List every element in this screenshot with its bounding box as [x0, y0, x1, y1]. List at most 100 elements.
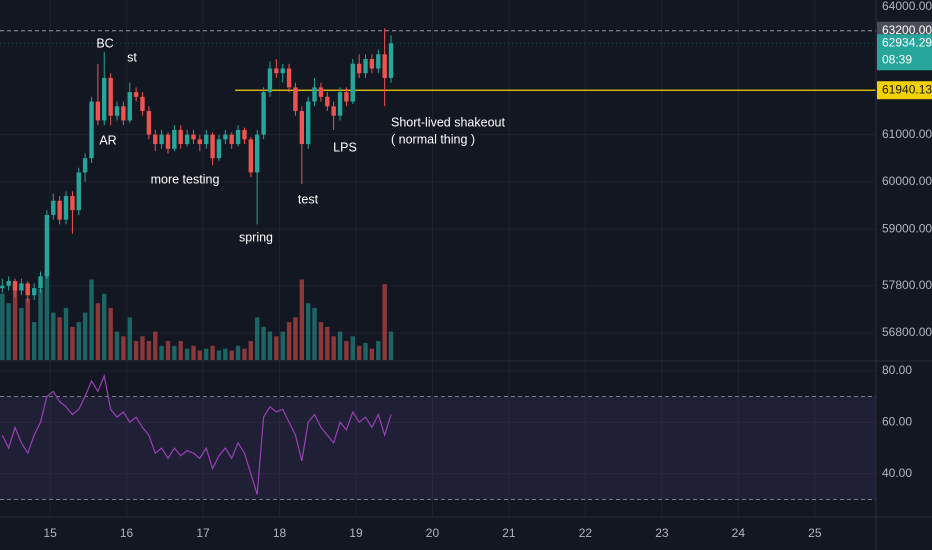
- rsi-band: [0, 396, 876, 500]
- candle-body: [108, 77, 113, 116]
- y-tick-label: 61000.00: [882, 127, 932, 141]
- volume-bar: [70, 326, 75, 360]
- candle-body: [248, 139, 254, 173]
- candle-body: [127, 92, 132, 121]
- candle-body: [261, 92, 266, 135]
- candle-body: [280, 68, 285, 74]
- x-tick-label: 15: [43, 526, 57, 540]
- volume-bar: [31, 322, 37, 360]
- volume-bar: [363, 342, 368, 360]
- last-price-label: 62934.29: [882, 35, 932, 49]
- candle-body: [121, 106, 126, 121]
- candle-body: [95, 101, 101, 121]
- volume-bar: [293, 317, 298, 360]
- candle-body: [89, 101, 94, 159]
- volume-bar: [89, 279, 94, 360]
- rsi-line: [1, 373, 392, 495]
- candle-body: [299, 111, 305, 145]
- y-tick-label: 56800.00: [882, 325, 932, 339]
- volume-bar: [312, 307, 317, 360]
- candle-body: [223, 134, 228, 140]
- volume-bar: [331, 336, 336, 360]
- candle-body: [229, 134, 234, 145]
- volume-bar: [229, 350, 234, 360]
- volume-bar: [114, 331, 120, 360]
- candle-body: [254, 134, 260, 173]
- volume-bar: [38, 288, 43, 360]
- x-tick-label: 16: [120, 526, 134, 540]
- candle-body: [356, 63, 362, 74]
- rsi-tick-label: 60.00: [882, 414, 912, 428]
- candle-body: [76, 172, 81, 211]
- candle-body: [31, 288, 37, 296]
- x-tick-label: 25: [808, 526, 822, 540]
- candle-body: [140, 96, 145, 112]
- volume-bar: [369, 348, 375, 360]
- volume-bar: [102, 293, 107, 360]
- volume-bar: [12, 284, 18, 360]
- candle-body: [210, 134, 215, 159]
- grid: [0, 0, 876, 517]
- candle-body: [242, 129, 247, 140]
- volume-bar: [286, 322, 292, 360]
- price-pane: BC st AR more testing spring test LPS Short-liv…: [0, 28, 876, 360]
- volume-bar: [159, 345, 164, 360]
- x-tick-label: 24: [732, 526, 746, 540]
- volume-bar: [44, 270, 50, 360]
- rsi-pane: [0, 373, 876, 501]
- volume-bar: [51, 312, 56, 360]
- volume-bar: [344, 341, 349, 360]
- candle-body: [350, 63, 355, 102]
- x-tick-label: 19: [349, 526, 363, 540]
- candle-body: [25, 283, 30, 296]
- volume-bar: [325, 326, 330, 360]
- candle-body: [318, 87, 324, 97]
- volume-bar: [299, 279, 305, 360]
- candle-body: [38, 276, 43, 289]
- x-tick-label: 20: [426, 526, 440, 540]
- candle-body: [344, 92, 349, 102]
- candle-body: [376, 54, 381, 69]
- volume-bar: [95, 303, 101, 360]
- candle-body: [312, 87, 317, 102]
- volume-bar: [382, 284, 387, 360]
- volume-bar: [108, 307, 113, 360]
- candle-body: [19, 283, 24, 291]
- volume-bar: [318, 322, 324, 360]
- candle-body: [0, 285, 5, 289]
- volume-bar: [146, 341, 152, 360]
- candle-body: [159, 134, 164, 145]
- volume-bar: [254, 317, 260, 360]
- candle-body: [44, 214, 50, 277]
- volume-bar: [242, 348, 247, 360]
- candle-body: [293, 87, 298, 112]
- annotation: AR: [99, 133, 116, 147]
- volume-bar: [121, 336, 126, 360]
- volume-bar: [337, 331, 343, 360]
- candle-body: [191, 134, 196, 140]
- line-label-box: [877, 81, 932, 100]
- volume-bar: [376, 341, 381, 360]
- volume-bar: [25, 298, 30, 360]
- x-tick-label: 22: [579, 526, 593, 540]
- volume-bar: [235, 345, 241, 360]
- candle-body: [235, 129, 241, 145]
- volume-bar: [350, 336, 355, 360]
- candle-body: [165, 134, 171, 149]
- volume-bar: [63, 307, 69, 360]
- candle-body: [204, 134, 209, 145]
- candle-body: [63, 196, 69, 220]
- x-tick-label: 23: [655, 526, 669, 540]
- candle-body: [51, 200, 56, 215]
- candle-body: [12, 281, 18, 291]
- volume-bar: [204, 348, 209, 360]
- candle-body: [305, 101, 311, 145]
- y-tick-label: 57800.00: [882, 278, 932, 292]
- price-axis: 15 16 17 18 19 20 21 22 23 24 25 64000.00 61000.00 60…: [43, 0, 932, 540]
- volume-bar: [57, 317, 62, 360]
- countdown-label: 08:39: [882, 52, 912, 66]
- rsi-tick-label: 80.00: [882, 363, 912, 377]
- volume-bar: [140, 336, 145, 360]
